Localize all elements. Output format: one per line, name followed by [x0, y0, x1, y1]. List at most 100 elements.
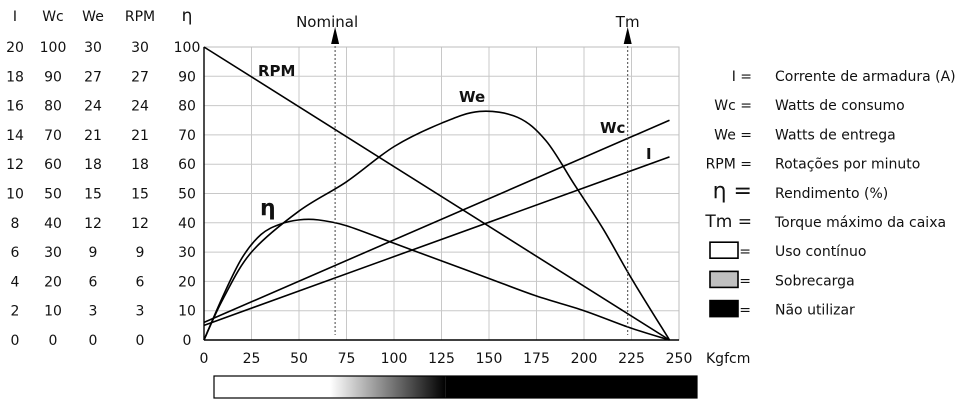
y-tick-label: 12 — [131, 216, 149, 232]
y-tick-label: 3 — [89, 304, 98, 320]
legend-text: Uso contínuo — [775, 244, 866, 260]
x-tick-label: 150 — [476, 351, 503, 367]
y-tick-label: 0 — [136, 333, 145, 349]
y-tick-label: 24 — [131, 99, 149, 115]
y-scale-columns: I20181614121086420Wc10090807060504030201… — [6, 6, 200, 349]
series-line-we — [203, 110, 671, 341]
legend-symbol: Wc = — [714, 98, 752, 114]
legend-item: We = Watts de entrega — [714, 127, 896, 143]
legend: I = Corrente de armadura (A) Wc = Watts de … — [704, 69, 955, 319]
series-line-wc — [203, 119, 670, 324]
y-tick-label: 80 — [178, 99, 196, 115]
plot-axes — [203, 47, 679, 341]
y-tick-label: 27 — [84, 69, 102, 85]
y-tick-label: 60 — [44, 157, 62, 173]
x-unit-label: Kgfcm — [706, 351, 750, 367]
y-tick-label: 16 — [6, 99, 24, 115]
y-tick-label: 6 — [89, 274, 98, 290]
series-label-eta: η — [260, 196, 276, 221]
y-tick-label: 10 — [178, 304, 196, 320]
y-tick-label: 15 — [131, 187, 149, 203]
legend-text: Corrente de armadura (A) — [775, 69, 956, 85]
y-scale-header: I — [13, 9, 17, 25]
legend-symbol: η = — [713, 179, 752, 204]
y-tick-label: 30 — [44, 245, 62, 261]
x-tick-label: 175 — [523, 351, 550, 367]
legend-symbol: Tm = — [704, 212, 752, 232]
y-tick-label: 40 — [44, 216, 62, 232]
y-tick-label: 50 — [44, 187, 62, 203]
legend-text: Sobrecarga — [775, 273, 855, 289]
y-tick-label: 20 — [6, 40, 24, 56]
y-tick-label: 18 — [6, 69, 24, 85]
legend-symbol: We = — [714, 127, 752, 143]
y-tick-label: 6 — [136, 274, 145, 290]
series-line-i — [203, 156, 670, 327]
legend-text: Rotações por minuto — [775, 157, 920, 173]
series-line-rpm — [203, 46, 670, 341]
y-tick-label: 20 — [44, 274, 62, 290]
zone-do-not-use — [445, 376, 697, 398]
y-tick-label: 30 — [131, 40, 149, 56]
usage-zone-bar — [213, 375, 698, 399]
legend-item: Tm = Torque máximo da caixa — [704, 212, 946, 232]
y-tick-label: 10 — [44, 304, 62, 320]
y-tick-label: 27 — [131, 69, 149, 85]
y-tick-label: 21 — [84, 128, 102, 144]
tm-marker-arrow — [623, 27, 632, 44]
legend-item: = Uso contínuo — [709, 241, 866, 260]
legend-item: = Sobrecarga — [709, 270, 855, 289]
series-labels: RPM Wc I We η — [258, 62, 652, 221]
series-label-i: I — [646, 145, 652, 163]
y-tick-label: 15 — [84, 187, 102, 203]
y-tick-label: 50 — [178, 187, 196, 203]
x-tick-label: 125 — [428, 351, 455, 367]
y-tick-label: 2 — [11, 304, 20, 320]
x-tick-label: 75 — [338, 351, 356, 367]
x-tick-label: 50 — [290, 351, 308, 367]
legend-symbol: = — [739, 303, 751, 319]
legend-item: η = Rendimento (%) — [713, 179, 889, 204]
nominal-marker-arrow — [331, 27, 340, 44]
legend-item: RPM = Rotações por minuto — [706, 157, 921, 173]
y-tick-label: 8 — [11, 216, 20, 232]
y-scale-header: η — [182, 6, 193, 26]
y-tick-label: 18 — [131, 157, 149, 173]
x-tick-label: 250 — [666, 351, 693, 367]
y-scale-header: We — [82, 9, 104, 25]
x-tick-label: 200 — [571, 351, 598, 367]
zone-overload — [329, 376, 446, 398]
y-tick-label: 100 — [174, 40, 201, 56]
y-tick-label: 6 — [11, 245, 20, 261]
y-tick-label: 80 — [44, 99, 62, 115]
y-tick-label: 24 — [84, 99, 102, 115]
series-line-eta — [203, 218, 670, 341]
y-tick-label: 4 — [11, 274, 20, 290]
y-tick-label: 90 — [44, 69, 62, 85]
y-tick-label: 18 — [84, 157, 102, 173]
x-tick-label: 100 — [381, 351, 408, 367]
x-tick-label: 25 — [243, 351, 261, 367]
tm-marker-label: Tm — [615, 13, 640, 31]
vertical-markers: Nominal Tm — [296, 13, 640, 335]
legend-swatch — [709, 241, 739, 259]
y-tick-label: 10 — [6, 187, 24, 203]
y-tick-label: 14 — [6, 128, 24, 144]
y-tick-label: 90 — [178, 69, 196, 85]
y-tick-label: 30 — [84, 40, 102, 56]
legend-item: Wc = Watts de consumo — [714, 98, 904, 114]
legend-symbol: RPM = — [706, 157, 752, 173]
y-scale-header: Wc — [42, 9, 64, 25]
legend-symbol: = — [739, 244, 751, 260]
y-tick-label: 0 — [183, 333, 192, 349]
legend-text: Watts de consumo — [775, 98, 905, 114]
y-tick-label: 21 — [131, 128, 149, 144]
legend-symbol: = — [739, 273, 751, 289]
legend-swatch — [709, 270, 739, 289]
y-tick-label: 0 — [11, 333, 20, 349]
legend-symbol: I = — [732, 69, 752, 85]
y-scale-header: RPM — [125, 9, 155, 25]
y-tick-label: 60 — [178, 157, 196, 173]
y-tick-label: 70 — [44, 128, 62, 144]
y-tick-label: 9 — [89, 245, 98, 261]
